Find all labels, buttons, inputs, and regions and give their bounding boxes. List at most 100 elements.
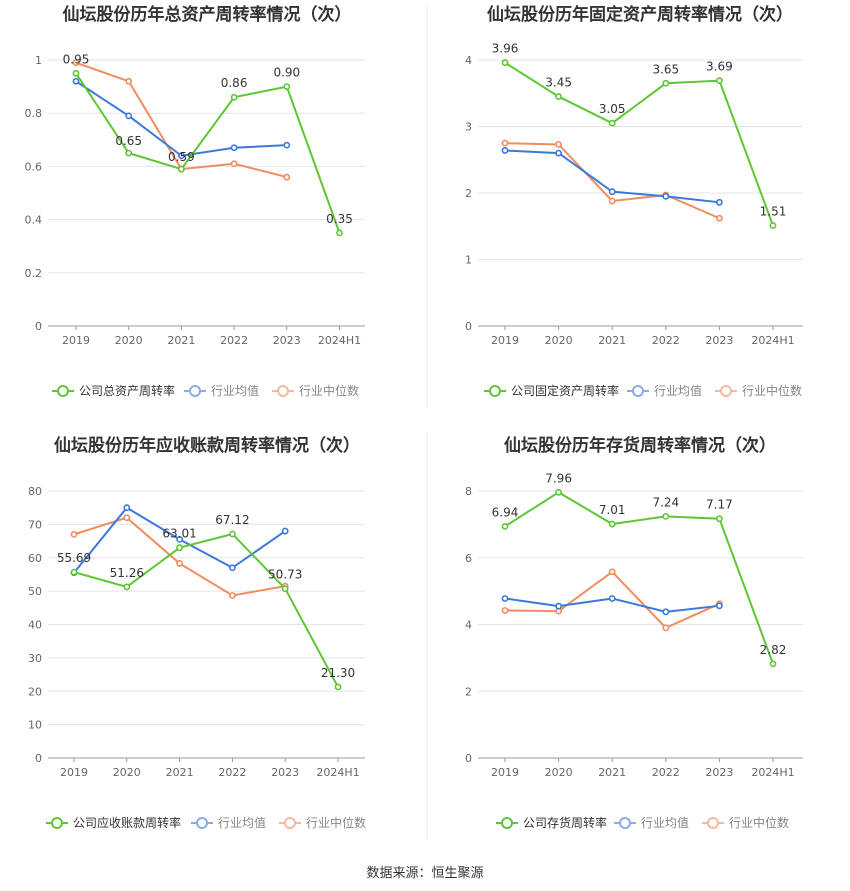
point-company: [662, 79, 670, 87]
legend-marker: [619, 817, 631, 829]
legend-item-median[interactable]: 行业中位数: [702, 815, 789, 830]
legend-item-avg[interactable]: 行业均值: [191, 815, 266, 830]
y-tick-label: 1: [35, 54, 42, 67]
chart-title: 仙坛股份历年固定资产周转率情况（次）: [487, 4, 793, 25]
legend-item-avg[interactable]: 行业均值: [614, 815, 689, 830]
point-company: [72, 69, 80, 77]
y-tick-label: 0: [35, 320, 42, 333]
x-tick-label: 2021: [598, 766, 626, 779]
point-company: [662, 512, 670, 520]
point-median: [123, 514, 131, 522]
y-tick-label: 0.6: [25, 160, 43, 173]
x-tick-label: 2019: [60, 766, 88, 779]
point-median: [608, 568, 616, 576]
data-label: 7.96: [545, 471, 572, 485]
y-tick-label: 50: [28, 585, 42, 598]
point-company: [716, 515, 723, 523]
legend-marker: [720, 385, 732, 397]
point-company: [769, 222, 777, 229]
legend-marker: [57, 385, 69, 397]
point-avg: [716, 198, 723, 206]
point-company: [501, 59, 509, 67]
legend-label: 公司存货周转率: [523, 815, 607, 830]
y-tick-label: 4: [465, 619, 472, 632]
point-avg: [662, 192, 670, 200]
data-label: 3.45: [545, 76, 572, 90]
legend-marker: [196, 817, 208, 829]
point-median: [125, 77, 133, 85]
x-tick-label: 2023: [705, 766, 733, 779]
x-tick-label: 2023: [705, 334, 733, 347]
y-tick-label: 30: [28, 652, 42, 665]
point-median: [608, 197, 616, 205]
point-avg: [72, 77, 80, 85]
y-tick-label: 8: [465, 485, 472, 498]
point-median: [662, 624, 670, 632]
x-tick-label: 2019: [491, 334, 519, 347]
point-avg: [555, 149, 562, 157]
point-median: [716, 214, 723, 222]
legend-item-avg[interactable]: 行业均值: [184, 383, 259, 398]
legend-item-company[interactable]: 公司应收账款周转率: [46, 815, 181, 830]
x-tick-label: 2020: [545, 766, 573, 779]
data-label: 0.86: [221, 76, 248, 90]
legend-item-company[interactable]: 公司固定资产周转率: [484, 383, 619, 398]
data-label: 51.26: [110, 566, 144, 580]
point-median: [70, 530, 78, 538]
point-company: [769, 660, 777, 668]
x-tick-label: 2023: [273, 334, 301, 347]
chart-panel-3: 仙坛股份历年应收账款周转率情况（次） 0 10 20 30 40 50 60 70 80 2019 2…: [28, 435, 366, 830]
point-avg: [176, 535, 183, 543]
data-label: 0.95: [63, 52, 90, 66]
point-median: [501, 607, 509, 614]
point-company: [228, 530, 236, 538]
legend-marker: [51, 817, 63, 829]
x-tick-label: 2021: [598, 334, 626, 347]
data-label: 0.90: [273, 66, 300, 80]
series-line-company: [504, 491, 774, 665]
legend-label: 公司固定资产周转率: [511, 383, 619, 398]
point-median: [72, 59, 80, 67]
y-tick-label: 2: [465, 685, 472, 698]
x-tick-label: 2023: [271, 766, 299, 779]
chart-panel-2: 仙坛股份历年固定资产周转率情况（次） 0 1 2 3 4 2019 2020 2021 2022 2…: [465, 4, 803, 398]
y-tick-label: 0: [465, 320, 472, 333]
y-tick-label: 10: [28, 719, 42, 732]
point-avg: [283, 141, 291, 149]
x-tick-label: 2024H1: [751, 334, 794, 347]
data-label: 55.69: [57, 551, 91, 565]
y-tick-label: 80: [28, 485, 42, 498]
data-label: 0.59: [168, 150, 195, 164]
data-label: 1.51: [760, 205, 787, 219]
x-tick-label: 2021: [167, 334, 195, 347]
point-median: [230, 160, 238, 168]
legend-label: 行业中位数: [729, 815, 789, 830]
legend-item-company[interactable]: 公司总资产周转率: [52, 383, 175, 398]
point-company: [281, 585, 289, 593]
point-company: [230, 93, 238, 101]
y-tick-label: 70: [28, 518, 42, 531]
point-avg: [228, 564, 236, 572]
point-avg: [501, 147, 509, 154]
x-tick-label: 2022: [652, 766, 680, 779]
x-tick-label: 2021: [166, 766, 194, 779]
data-label: 63.01: [162, 527, 196, 541]
point-company: [336, 229, 343, 237]
point-avg: [608, 188, 616, 196]
series-line-company: [504, 61, 774, 226]
legend-item-median[interactable]: 行业中位数: [272, 383, 359, 398]
legend-item-median[interactable]: 行业中位数: [279, 815, 366, 830]
x-tick-label: 2024H1: [751, 766, 794, 779]
data-label: 3.69: [706, 60, 733, 74]
point-median: [555, 141, 562, 148]
chart-panel-1: 仙坛股份历年总资产周转率情况（次） 0 0.2 0.4 0.6 0.8 1 2019 2020 2…: [25, 4, 365, 398]
x-tick-label: 2024H1: [318, 334, 361, 347]
x-tick-label: 2020: [545, 334, 573, 347]
y-tick-label: 0.4: [25, 214, 43, 227]
point-avg: [608, 595, 616, 602]
legend-item-company[interactable]: 公司存货周转率: [496, 815, 607, 830]
legend-item-avg[interactable]: 行业均值: [627, 383, 702, 398]
legend-item-median[interactable]: 行业中位数: [715, 383, 802, 398]
legend-marker: [189, 385, 201, 397]
legend-marker: [501, 817, 513, 829]
